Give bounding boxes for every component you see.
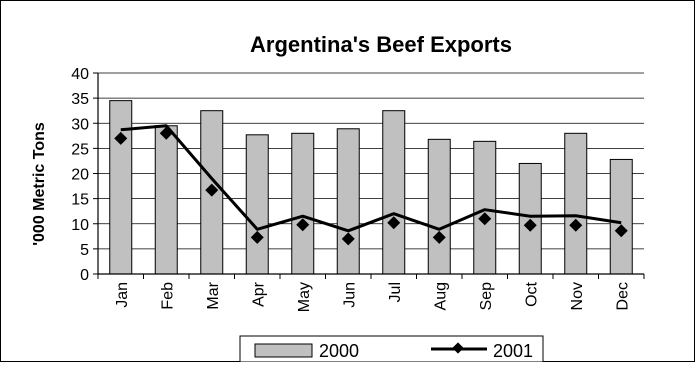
bar-2000: [427, 138, 451, 275]
chart-title: Argentina's Beef Exports: [250, 32, 512, 57]
y-tick-label: 20: [71, 167, 89, 184]
marker-2001: [478, 212, 492, 226]
marker-2001: [296, 218, 310, 232]
bar-2000: [154, 125, 178, 275]
bar-2000: [109, 100, 133, 275]
y-tick-label: 30: [71, 116, 89, 133]
x-tick-label: Feb: [159, 282, 176, 310]
legend-label-2001: 2001: [493, 341, 533, 361]
marker-2001: [114, 131, 128, 145]
y-tick-label: 5: [80, 242, 89, 259]
bar-2000: [564, 132, 588, 275]
legend-label-2000: 2000: [319, 341, 359, 361]
marker-2001: [523, 218, 537, 232]
y-tick-label: 35: [71, 91, 89, 108]
x-tick-label: Sep: [478, 282, 495, 311]
legend: 2000 2001: [239, 335, 544, 363]
marker-2001: [205, 183, 219, 197]
marker-2001: [569, 218, 583, 232]
y-tick-label: 10: [71, 217, 89, 234]
bar-series-2000: [109, 100, 633, 275]
marker-2001: [341, 232, 355, 246]
x-tick-label: Jan: [114, 282, 131, 308]
line-2001: [120, 124, 622, 233]
marker-2001: [250, 230, 264, 244]
y-tick-label: 40: [71, 66, 89, 83]
y-tick-label: 15: [71, 192, 89, 209]
marker-2001: [159, 126, 173, 140]
marker-2001: [614, 224, 628, 238]
x-tick-label: Mar: [205, 281, 222, 309]
tick-labels: 0 5 10 15 20 25 30 35 40 Jan Feb Mar Apr May Jun Jul Aug…: [71, 66, 631, 312]
axes: [93, 72, 645, 279]
bar-2000: [245, 134, 269, 275]
legend-swatch-2000: [254, 343, 313, 358]
x-tick-label: Nov: [569, 282, 586, 310]
legend-marker-2001: [452, 342, 464, 354]
x-tick-label: May: [296, 282, 313, 312]
bar-2000: [473, 140, 497, 275]
marker-2001: [387, 216, 401, 230]
bar-2000: [382, 110, 406, 275]
legend-box: [239, 335, 544, 363]
y-axis-label: '000 Metric Tons: [31, 122, 48, 246]
gridlines: [98, 72, 644, 250]
marker-2001: [432, 230, 446, 244]
x-tick-label: Dec: [614, 282, 631, 310]
y-tick-label: 0: [80, 267, 89, 284]
x-tick-label: Jul: [387, 282, 404, 302]
x-tick-label: Aug: [432, 282, 449, 310]
bar-2000: [518, 162, 542, 275]
bar-2000: [291, 132, 315, 275]
bar-2000: [336, 128, 360, 275]
x-tick-label: Apr: [250, 281, 267, 307]
x-tick-label: Jun: [341, 282, 358, 308]
x-tick-label: Oct: [523, 281, 540, 306]
line-series-2001: [114, 124, 628, 246]
y-tick-label: 25: [71, 141, 89, 158]
bar-2000: [609, 158, 633, 275]
